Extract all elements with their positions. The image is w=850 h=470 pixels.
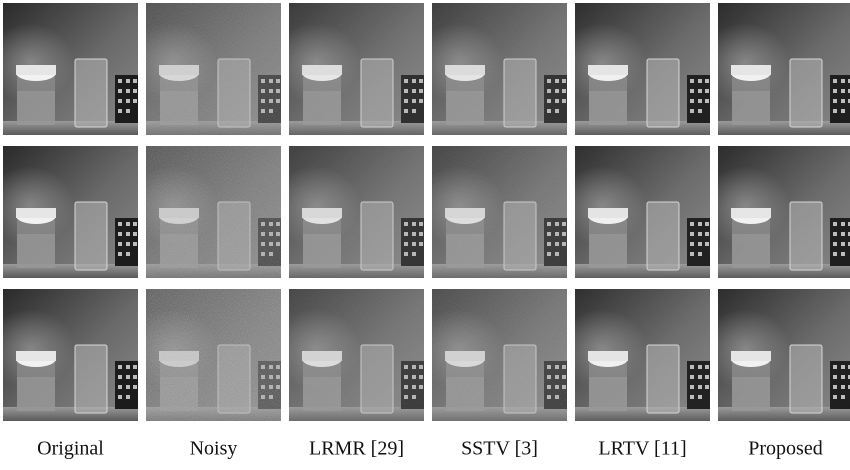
column-label: LRMR [29] <box>309 438 404 460</box>
noise <box>575 146 710 278</box>
image-tile <box>146 3 281 135</box>
image-tile <box>289 146 424 278</box>
image-tile <box>289 289 424 421</box>
image-tile <box>289 3 424 135</box>
image-tile <box>575 289 710 421</box>
noise <box>575 289 710 421</box>
figure: Original Noisy LRMR [29] SSTV [3] LRTV [11] P… <box>0 0 850 470</box>
image-tile <box>718 146 850 278</box>
image-tile <box>432 3 567 135</box>
noise <box>289 146 424 278</box>
noise <box>718 146 850 278</box>
scene-image <box>3 3 138 135</box>
noise <box>718 289 850 421</box>
image-tile <box>146 146 281 278</box>
image-tile <box>718 3 850 135</box>
noise <box>432 289 567 421</box>
image-tile <box>146 289 281 421</box>
image-grid <box>3 3 850 421</box>
column-label: Proposed <box>748 438 822 460</box>
column-label: Original <box>37 438 104 460</box>
noise <box>289 289 424 421</box>
image-tile <box>3 289 138 421</box>
image-tile <box>3 146 138 278</box>
noise <box>432 146 567 278</box>
scene-image <box>3 146 138 278</box>
column-label: Noisy <box>190 438 238 460</box>
column-label: LRTV [11] <box>598 438 686 460</box>
column-label: SSTV [3] <box>461 438 538 460</box>
image-tile <box>718 289 850 421</box>
noise <box>289 3 424 135</box>
scene-image <box>3 289 138 421</box>
noise <box>146 146 281 278</box>
noise <box>146 3 281 135</box>
noise <box>432 3 567 135</box>
image-tile <box>575 3 710 135</box>
noise <box>146 289 281 421</box>
image-tile <box>575 146 710 278</box>
image-tile <box>432 289 567 421</box>
image-tile <box>432 146 567 278</box>
image-tile <box>3 3 138 135</box>
noise <box>575 3 710 135</box>
noise <box>718 3 850 135</box>
